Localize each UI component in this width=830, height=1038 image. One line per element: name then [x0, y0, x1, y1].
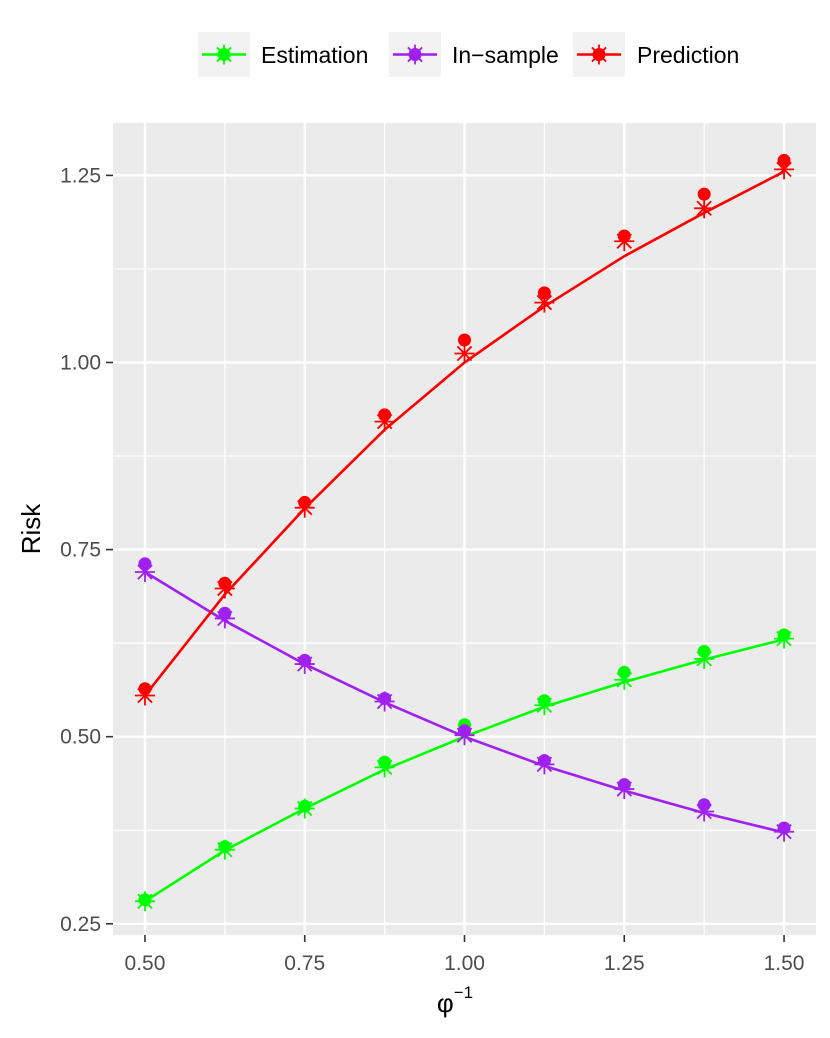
x-tick-label: 1.00: [444, 952, 485, 975]
estimation-star-point: [534, 695, 555, 716]
in-sample-star-point: [374, 691, 395, 712]
prediction-star-point: [614, 231, 635, 252]
y-tick-label: 1.25: [60, 164, 101, 187]
series-layer: [134, 153, 795, 912]
legend-star-estimation: [214, 44, 234, 65]
estimation-star-point: [214, 839, 235, 860]
estimation-star-point: [614, 669, 635, 690]
estimation-star-point: [294, 798, 315, 819]
prediction-star-point: [214, 578, 235, 599]
axes: 0.50 0.75 1.00 1.25 1.50 0.25 0.50 0.75 1.00 1.25: [60, 164, 804, 975]
in-sample-star-point: [214, 608, 235, 629]
x-tick-label: 0.50: [125, 952, 166, 975]
y-tick-label: 1.00: [60, 351, 101, 374]
legend: Estimation In−sample Prediction: [198, 32, 739, 77]
estimation-star-point: [694, 648, 715, 669]
legend-star-in-sample: [405, 44, 425, 65]
prediction-star-point: [694, 198, 715, 219]
x-tick-label: 0.75: [284, 952, 325, 975]
legend-label-in-sample: In−sample: [452, 42, 559, 68]
estimation-star-point: [774, 628, 795, 649]
y-tick-label: 0.25: [60, 913, 101, 936]
x-tick-label: 1.25: [604, 952, 645, 975]
estimation-star-point: [374, 757, 395, 778]
estimation-star-point: [134, 891, 155, 912]
in-sample-star-point: [294, 654, 315, 675]
y-axis-title: Risk: [16, 503, 46, 555]
legend-label-prediction: Prediction: [637, 42, 739, 68]
x-axis-title: φ−1: [437, 983, 473, 1018]
y-tick-label: 0.50: [60, 726, 101, 749]
prediction-star-point: [454, 343, 475, 364]
prediction-star-point: [134, 685, 155, 706]
prediction-point: [697, 187, 711, 201]
legend-label-estimation: Estimation: [261, 42, 368, 68]
in-sample-star-point: [454, 725, 475, 746]
in-sample-star-point: [694, 801, 715, 822]
legend-star-prediction: [589, 44, 609, 65]
x-tick-label: 1.50: [764, 952, 805, 975]
prediction-star-point: [534, 292, 555, 313]
prediction-star-point: [374, 411, 395, 432]
prediction-point: [458, 333, 471, 347]
x-axis-title-superscript: −1: [454, 983, 473, 1002]
in-sample-star-point: [534, 754, 555, 775]
x-axis-title-base: φ: [437, 988, 454, 1018]
y-tick-label: 0.75: [60, 539, 101, 562]
prediction-star-point: [774, 159, 795, 180]
in-sample-star-point: [774, 821, 795, 842]
prediction-star-point: [294, 497, 315, 518]
in-sample-star-point: [134, 562, 155, 583]
in-sample-star-point: [614, 779, 635, 800]
